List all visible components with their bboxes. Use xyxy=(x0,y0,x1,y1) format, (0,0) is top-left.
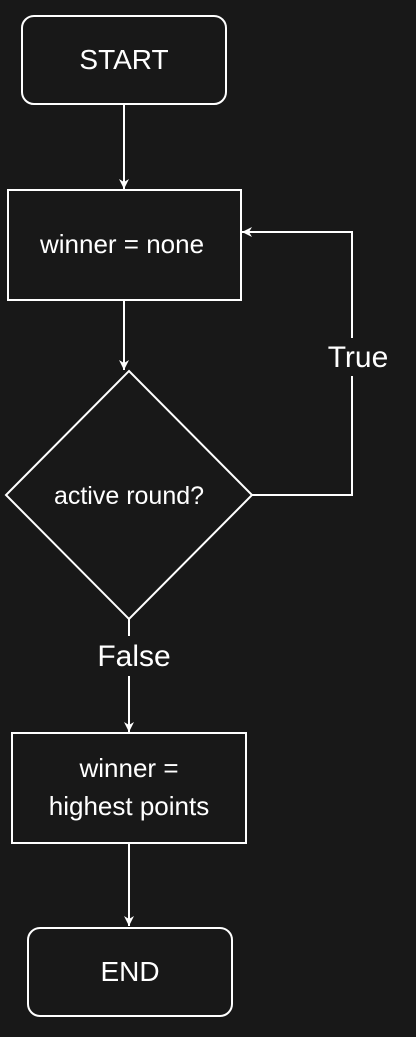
true-edge-label: True xyxy=(328,341,389,374)
true-label-backdrop xyxy=(320,338,386,376)
assign-node: winner = highest points xyxy=(11,732,247,844)
end-node-label: END xyxy=(100,956,159,987)
assign-node-shape xyxy=(11,732,247,844)
decision-node-label: active round? xyxy=(54,482,204,510)
assign-node-label-line1: winner = xyxy=(79,753,179,783)
false-label-backdrop xyxy=(88,636,172,676)
start-node-label: START xyxy=(79,44,168,75)
start-node: START xyxy=(21,15,227,105)
init-node-label: winner = none xyxy=(39,229,204,259)
assign-node-label-line2: highest points xyxy=(49,791,209,821)
decision-node: active round? xyxy=(4,369,254,621)
init-node: winner = none xyxy=(7,189,242,301)
false-edge-label: False xyxy=(97,640,170,673)
init-node-shape xyxy=(7,189,242,301)
end-node: END xyxy=(27,927,233,1017)
end-node-shape xyxy=(27,927,233,1017)
